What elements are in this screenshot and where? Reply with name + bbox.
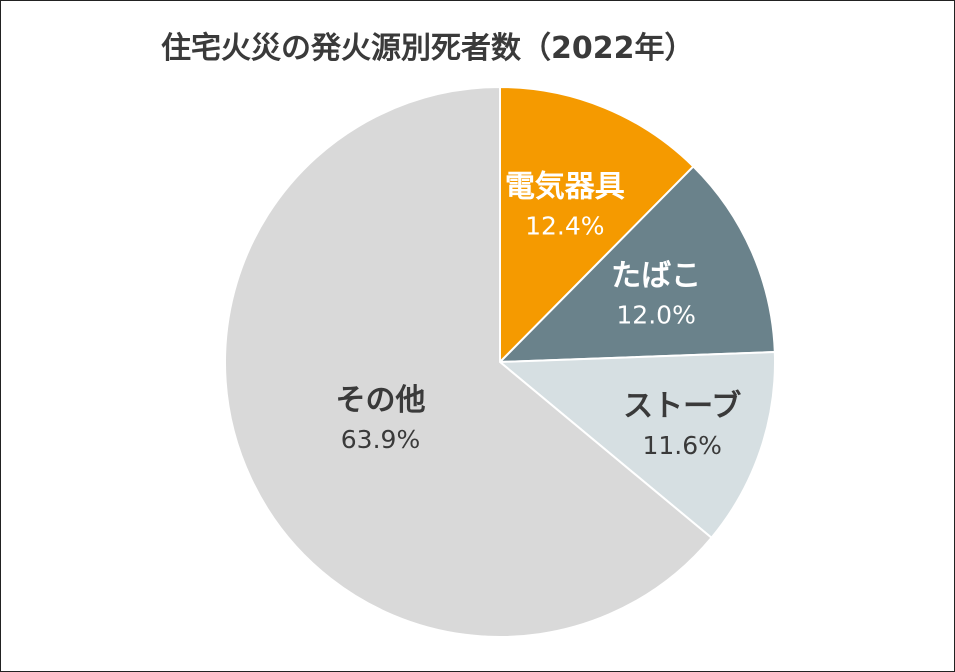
slice-value-label: 12.4% <box>525 211 604 240</box>
slice-label: たばこ <box>611 258 701 293</box>
slice-value-label: 11.6% <box>642 431 721 460</box>
slice-value-label: 12.0% <box>616 300 695 329</box>
slice-label: ストーブ <box>623 389 741 424</box>
chart-title: 住宅火災の発火源別死者数（2022年） <box>161 31 695 66</box>
slice-value-label: 63.9% <box>341 425 420 454</box>
slice-label: 電気器具 <box>505 169 625 204</box>
slice-label: その他 <box>335 383 425 418</box>
pie-slice <box>497 165 776 364</box>
pie-slice <box>497 351 776 540</box>
pie-slice <box>499 85 695 365</box>
pie-slice <box>224 85 713 638</box>
